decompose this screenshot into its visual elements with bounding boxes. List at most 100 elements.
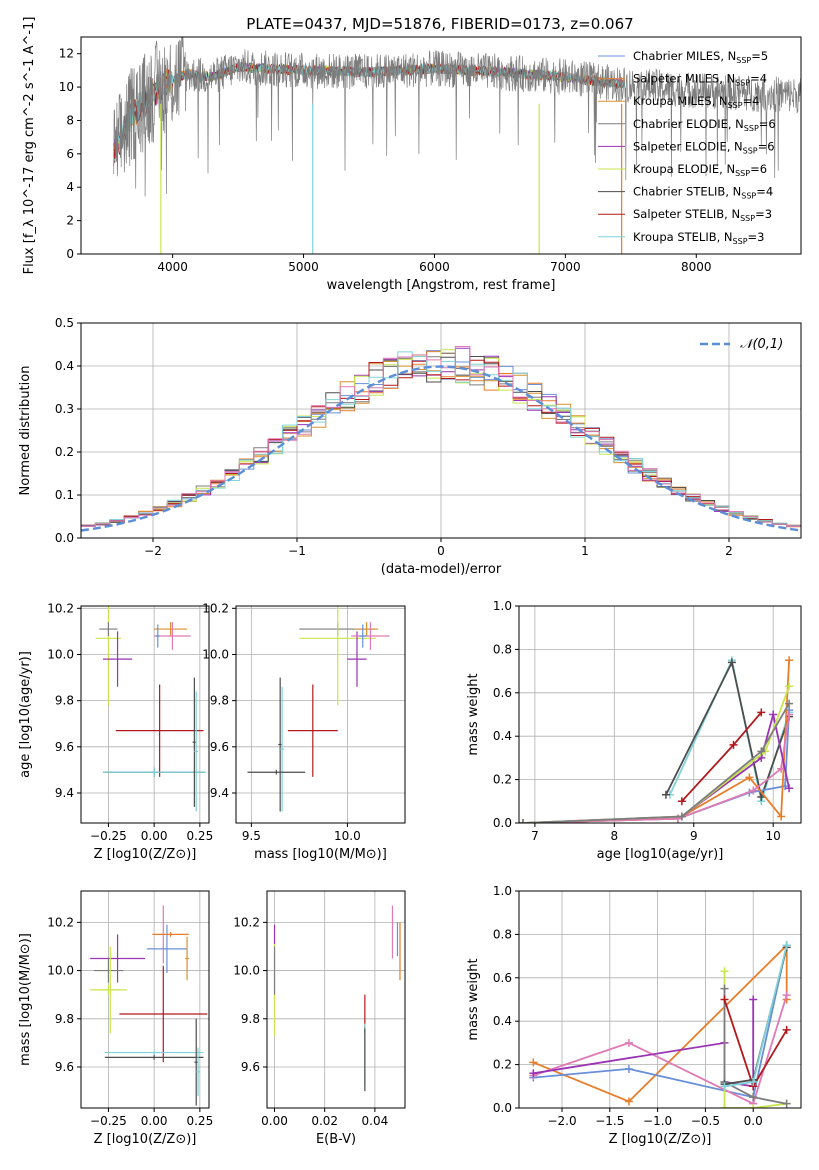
y-tick-label: 2 — [66, 214, 74, 228]
weight-marker — [777, 812, 786, 821]
x-tick-label: 7 — [531, 829, 539, 843]
y-tick-label: 0.8 — [493, 927, 512, 941]
axes-frame — [235, 605, 406, 824]
legend-label: Kroupa MILES, NSSP=4 — [633, 94, 759, 110]
y-tick-label: 10.2 — [47, 915, 74, 929]
y-tick-label: 0.2 — [55, 445, 74, 459]
y-tick-label: 9.8 — [55, 694, 74, 708]
axes-frame — [80, 36, 802, 255]
x-tick-label: 0.02 — [311, 1114, 338, 1128]
legend-label: Salpeter MILES, NSSP=4 — [633, 72, 767, 88]
y-tick-label: 8 — [66, 113, 74, 127]
x-axis-label: (data-model)/error — [381, 562, 502, 577]
y-tick-label: 1.0 — [493, 599, 512, 613]
y-tick-label: 0.5 — [55, 316, 74, 330]
y-axis-label: Normed distribution — [18, 366, 33, 496]
x-tick-label: 0.0 — [744, 1114, 763, 1128]
weight-marker — [749, 1093, 758, 1102]
weight-marker — [529, 1058, 538, 1067]
weight-marker — [757, 792, 766, 801]
y-tick-label: 0.4 — [493, 729, 512, 743]
weight-marker — [720, 967, 729, 976]
legend-label: 𝒩(0,1) — [740, 337, 783, 352]
weight-marker — [727, 658, 736, 667]
x-tick-label: 6000 — [419, 260, 450, 274]
x-tick-label: −0.25 — [90, 829, 127, 843]
y-tick-label: 0.0 — [493, 816, 512, 830]
plot-area-spectrum — [113, 37, 801, 254]
y-tick-label: 9.4 — [210, 786, 229, 800]
legend-label: Kroupa ELODIE, NSSP=6 — [633, 162, 767, 178]
y-tick-label: 0 — [66, 247, 74, 261]
weight-marker — [785, 682, 794, 691]
weight-line-chabrier_miles — [533, 945, 788, 1099]
x-tick-label: 5000 — [288, 260, 319, 274]
weight-line-chabrier_elodie — [723, 988, 787, 1105]
y-tick-label: 12 — [59, 47, 74, 61]
weight-marker — [782, 941, 791, 950]
x-axis-label: Z [log10(Z/Z⊙)] — [94, 847, 197, 862]
x-tick-label: 9.5 — [242, 829, 261, 843]
x-tick-label: 0.25 — [186, 829, 213, 843]
y-tick-label: 10.0 — [47, 964, 74, 978]
x-tick-label: 7000 — [550, 260, 581, 274]
weight-marker — [677, 797, 686, 806]
legend-label: Chabrier MILES, NSSP=5 — [633, 49, 768, 65]
weight-marker — [624, 1064, 633, 1073]
x-tick-label: 0.00 — [261, 1114, 288, 1128]
axes-frame — [518, 890, 802, 1109]
weight-marker — [785, 656, 794, 665]
weight-marker — [757, 708, 766, 717]
weight-marker — [677, 812, 686, 821]
weight-line-salpeter_elodie — [522, 714, 790, 823]
x-axis-label: Z [log10(Z/Z⊙)] — [609, 1132, 712, 1147]
weight-marker — [720, 1082, 729, 1091]
y-axis-label: mass weight — [466, 673, 481, 755]
weight-marker — [749, 1077, 758, 1086]
y-tick-label: 0.6 — [493, 686, 512, 700]
x-tick-label: −2 — [144, 544, 162, 558]
x-tick-label: 0.25 — [186, 1114, 213, 1128]
weight-marker — [624, 1097, 633, 1106]
x-tick-label: 8 — [611, 829, 619, 843]
x-tick-label: 10.0 — [334, 829, 361, 843]
weight-marker — [745, 773, 754, 782]
panel-mass_vs_ebv: 0.00 0.02 0.04 9.6 9.8 10.0 10.2 E(B-V) — [233, 890, 406, 1147]
panel-residuals: −2 −1 0 1 2 0.0 0.1 0.2 0.3 0.4 0.5 (data-model)/er… — [18, 316, 802, 577]
panel-age_vs_Z: −0.25 0.00 0.25 9.4 9.6 9.8 10.0 10.2 Z [log10(Z… — [18, 601, 213, 862]
axes-frame — [80, 890, 210, 1109]
plot-area-mass_vs_ebv — [273, 905, 401, 1092]
x-tick-label: 2 — [725, 544, 733, 558]
y-tick-label: 10.2 — [202, 601, 229, 615]
plot-area-age_vs_mass — [247, 606, 390, 812]
y-tick-label: 0.2 — [493, 1058, 512, 1072]
y-tick-label: 0.4 — [55, 359, 74, 373]
panel-mass_vs_Z: −0.25 0.00 0.25 9.6 9.8 10.0 10.2 Z [log10(Z/Z⊙… — [18, 890, 213, 1147]
x-tick-label: 4000 — [157, 260, 188, 274]
weight-marker — [519, 819, 527, 823]
x-tick-label: 0 — [437, 544, 445, 558]
weight-marker — [785, 699, 794, 708]
weight-line-kroupa_stelib — [724, 945, 788, 1088]
x-axis-label: wavelength [Angstrom, rest frame] — [327, 278, 556, 293]
y-tick-label: 9.6 — [55, 740, 74, 754]
weight-marker — [769, 710, 778, 719]
x-tick-label: −0.25 — [90, 1114, 127, 1128]
legend-label: Salpeter STELIB, NSSP=3 — [633, 207, 772, 223]
weight-marker — [777, 764, 786, 773]
weight-marker — [782, 1025, 791, 1034]
y-tick-label: 9.6 — [55, 1060, 74, 1074]
y-tick-label: 9.6 — [241, 1060, 260, 1074]
y-tick-label: 10.0 — [233, 964, 260, 978]
weight-marker — [749, 786, 758, 795]
y-tick-label: 0.2 — [493, 773, 512, 787]
x-tick-label: 0.00 — [141, 1114, 168, 1128]
y-tick-label: 0.8 — [493, 642, 512, 656]
y-axis-label: Flux [f_λ 10^-17 erg cm^-2 s^-1 A^-1] — [22, 17, 37, 275]
weight-marker — [785, 710, 794, 719]
weight-marker — [729, 740, 738, 749]
y-tick-label: 10.2 — [233, 915, 260, 929]
weight-marker — [624, 1038, 633, 1047]
y-tick-label: 9.8 — [241, 1012, 260, 1026]
x-tick-label: −0.5 — [691, 1114, 720, 1128]
